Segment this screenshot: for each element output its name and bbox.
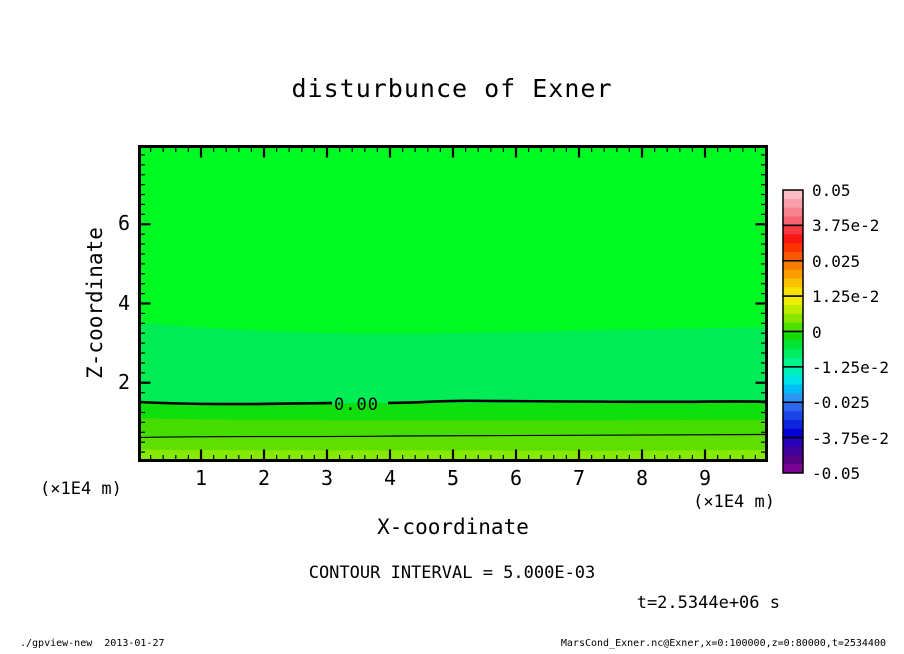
contour-interval-note: CONTOUR INTERVAL = 5.000E-03 bbox=[308, 563, 596, 583]
colorbar-tick-label: 3.75e-2 bbox=[812, 216, 880, 236]
colorbar-strip bbox=[783, 296, 803, 306]
contour-line-5e-3 bbox=[138, 433, 768, 439]
colorbar-strip bbox=[783, 260, 803, 271]
x-unit-label-right: (×1E4 m) bbox=[693, 492, 775, 512]
colorbar-strip bbox=[783, 251, 803, 262]
x-tick-label: 6 bbox=[509, 466, 523, 490]
x-unit-label-left: (×1E4 m) bbox=[40, 479, 122, 499]
x-tick-label: 5 bbox=[446, 466, 460, 490]
colorbar-strip bbox=[783, 375, 803, 386]
y-axis-title: Z-coordinate bbox=[83, 227, 107, 379]
colorbar-strip bbox=[783, 278, 803, 288]
y-tick-label: 6 bbox=[117, 211, 130, 236]
colorbar-strip bbox=[783, 358, 803, 368]
colorbar-strip bbox=[783, 304, 803, 315]
colorbar-tick-label: -3.75e-2 bbox=[812, 428, 890, 448]
x-tick-label: 4 bbox=[383, 466, 397, 490]
x-tick-label: 1 bbox=[194, 466, 208, 490]
colorbar-strip bbox=[783, 428, 803, 439]
x-tick-label: 8 bbox=[635, 466, 649, 490]
colorbar-tick-label: 0 bbox=[812, 322, 822, 342]
colorbar-strip bbox=[783, 190, 803, 200]
colorbar-strip bbox=[783, 234, 803, 244]
x-tick-label: 7 bbox=[572, 466, 586, 490]
colorbar-strip bbox=[783, 340, 803, 350]
colorbar-tick-label: 0.025 bbox=[812, 251, 861, 271]
colorbar-tick-label: -0.05 bbox=[812, 464, 861, 483]
zero-contour-label: 0.00 bbox=[334, 395, 379, 415]
colorbar-strip bbox=[783, 207, 803, 218]
footer-data-source: MarsCond_Exner.nc@Exner,x=0:100000,z=0:8… bbox=[560, 638, 886, 649]
y-tick-label: 2 bbox=[117, 369, 130, 394]
colorbar-strip bbox=[783, 464, 803, 474]
colorbar-strip bbox=[783, 313, 803, 324]
x-tick-label: 9 bbox=[698, 466, 712, 490]
colorbar-strip bbox=[783, 198, 803, 209]
colorbar-strip bbox=[783, 402, 803, 412]
x-axis-title: X-coordinate bbox=[377, 515, 529, 539]
colorbar-tick-label: -0.025 bbox=[812, 393, 870, 413]
colorbar-tick-label: 0.05 bbox=[812, 181, 851, 200]
filled-contour-field bbox=[138, 145, 768, 462]
footer-program-date: ./gpview-new 2013-01-27 bbox=[20, 638, 165, 649]
zero-contour-line-left bbox=[138, 400, 333, 406]
zero-contour-line-right bbox=[387, 399, 768, 405]
colorbar-strip bbox=[783, 446, 803, 456]
colorbar-strip bbox=[783, 366, 803, 377]
colorbar-strip bbox=[783, 331, 803, 341]
chart-title: disturbunce of Exner bbox=[291, 74, 613, 103]
x-tick-label: 3 bbox=[320, 466, 334, 490]
colorbar-strip bbox=[783, 384, 803, 394]
colorbar-strip bbox=[783, 437, 803, 447]
time-stamp: t=2.5344e+06 s bbox=[636, 593, 780, 613]
colorbar-tick-label: 1.25e-2 bbox=[812, 287, 880, 307]
colorbar-strip bbox=[783, 269, 803, 279]
colorbar-segment-border bbox=[782, 436, 804, 474]
y-tick-label: 4 bbox=[117, 290, 130, 315]
colorbar-strip bbox=[783, 287, 803, 297]
colorbar-strip bbox=[783, 455, 803, 465]
x-tick-label: 2 bbox=[257, 466, 271, 490]
plot-border bbox=[138, 145, 768, 462]
colorbar-strip bbox=[783, 393, 803, 403]
colorbar-strip bbox=[783, 225, 803, 235]
colorbar-strip bbox=[783, 216, 803, 226]
colorbar-strip bbox=[783, 243, 803, 253]
colorbar bbox=[782, 189, 804, 474]
colorbar-tick-label: -1.25e-2 bbox=[812, 357, 890, 377]
colorbar-strip bbox=[783, 411, 803, 421]
colorbar-strip bbox=[783, 349, 803, 359]
colorbar-strip bbox=[783, 322, 803, 332]
colorbar-strip bbox=[783, 419, 803, 430]
